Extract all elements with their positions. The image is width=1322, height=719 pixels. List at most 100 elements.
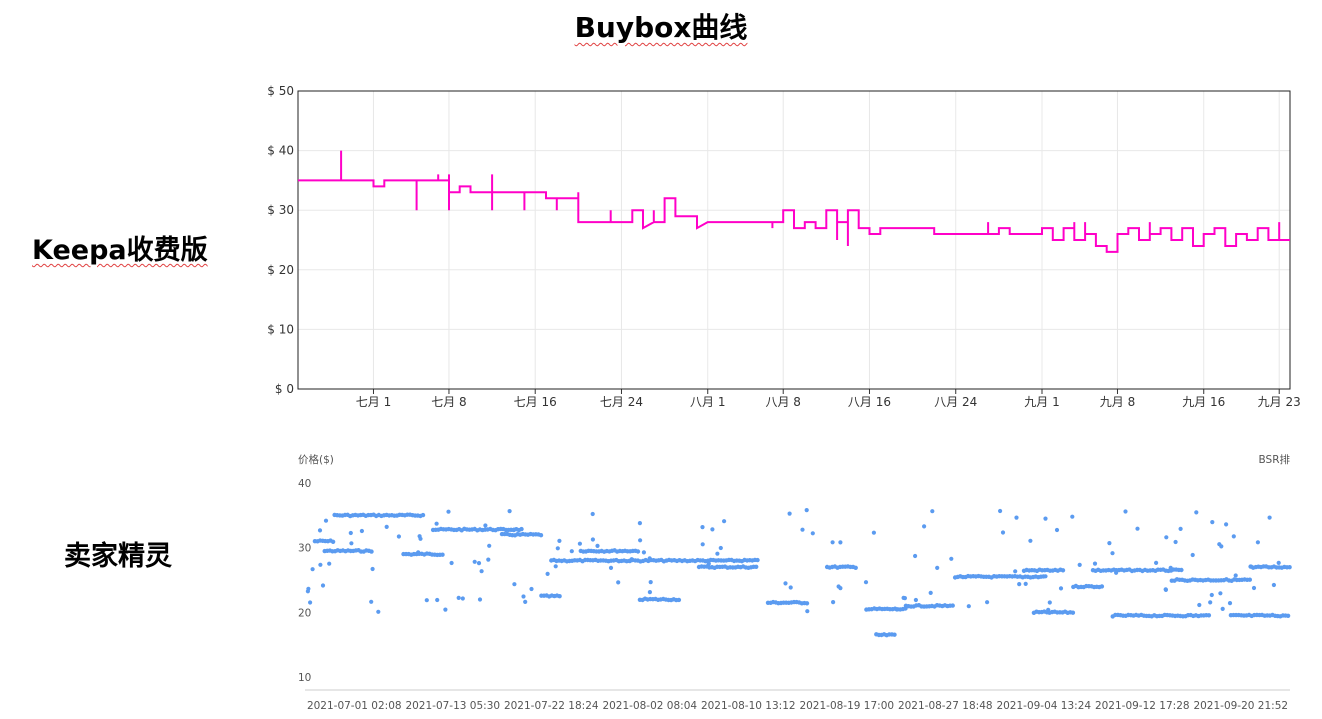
seller-price-point bbox=[512, 582, 517, 587]
seller-price-point bbox=[1168, 565, 1173, 571]
seller-price-point bbox=[838, 540, 843, 545]
seller-price-point bbox=[569, 549, 574, 554]
keepa-y-tick-label: $ 30 bbox=[267, 203, 294, 217]
keepa-y-tick-label: $ 40 bbox=[267, 144, 294, 158]
seller-price-point bbox=[1110, 551, 1115, 556]
seller-price-point bbox=[1046, 607, 1051, 612]
seller-points-group bbox=[305, 508, 1292, 638]
keepa-x-tick-label: 九月 23 bbox=[1258, 395, 1301, 409]
seller-price-point bbox=[804, 601, 810, 606]
seller-price-point bbox=[853, 565, 858, 570]
seller-price-point bbox=[1285, 613, 1291, 618]
seller-price-point bbox=[1070, 514, 1075, 519]
seller-price-point bbox=[1208, 600, 1213, 605]
seller-price-point bbox=[1233, 573, 1238, 578]
seller-price-point bbox=[384, 524, 389, 530]
seller-price-point bbox=[483, 523, 488, 528]
sellersprite-chart-label: 卖家精灵 bbox=[64, 541, 172, 572]
seller-price-point bbox=[894, 607, 899, 612]
keepa-chart-label: Keepa收费版 bbox=[32, 235, 208, 266]
seller-price-point bbox=[435, 597, 440, 603]
keepa-y-tick-label: $ 10 bbox=[267, 322, 294, 336]
keepa-x-tick-label: 七月 16 bbox=[514, 395, 557, 409]
seller-price-point bbox=[1210, 520, 1215, 525]
seller-price-point bbox=[1070, 610, 1076, 615]
seller-price-point bbox=[710, 527, 715, 532]
seller-price-point bbox=[800, 527, 805, 532]
seller-price-point bbox=[647, 590, 653, 595]
seller-price-point bbox=[443, 607, 448, 612]
seller-price-point bbox=[538, 533, 544, 538]
seller-price-point bbox=[913, 597, 919, 603]
seller-price-point bbox=[327, 561, 332, 566]
seller-price-point bbox=[754, 564, 759, 569]
seller-price-point bbox=[1173, 539, 1178, 545]
seller-price-point bbox=[521, 594, 526, 599]
seller-price-point bbox=[348, 530, 353, 536]
keepa-buybox-line bbox=[298, 150, 1290, 253]
seller-y-tick-label: 40 bbox=[298, 478, 311, 490]
seller-price-point bbox=[805, 609, 810, 614]
seller-price-point bbox=[529, 586, 534, 592]
seller-price-point bbox=[1099, 584, 1105, 589]
keepa-x-tick-label: 九月 8 bbox=[1100, 395, 1135, 409]
seller-price-point bbox=[836, 584, 841, 589]
seller-price-point bbox=[1077, 562, 1082, 568]
seller-price-point bbox=[928, 590, 933, 596]
seller-price-point bbox=[755, 557, 760, 563]
keepa-y-tick-label: $ 20 bbox=[267, 263, 294, 277]
seller-x-tick-label: 2021-07-13 05:30 bbox=[405, 700, 500, 712]
seller-x-tick-label: 2021-08-02 08:04 bbox=[602, 700, 697, 712]
seller-price-point bbox=[985, 600, 990, 605]
seller-price-point bbox=[998, 508, 1003, 514]
seller-price-point bbox=[545, 571, 550, 577]
seller-y-tick-label: 20 bbox=[298, 607, 311, 619]
seller-price-point bbox=[487, 543, 492, 548]
seller-price-point bbox=[323, 518, 329, 523]
seller-price-point bbox=[706, 561, 711, 566]
seller-price-point bbox=[1135, 526, 1140, 531]
seller-price-point bbox=[595, 543, 600, 549]
keepa-x-tick-label: 八月 16 bbox=[848, 395, 891, 409]
seller-price-point bbox=[966, 604, 971, 609]
seller-price-point bbox=[1047, 600, 1052, 605]
seller-price-point bbox=[519, 526, 524, 532]
seller-price-point bbox=[1178, 526, 1183, 532]
seller-y-tick-label: 10 bbox=[298, 672, 311, 684]
seller-price-point bbox=[871, 530, 877, 535]
seller-price-point bbox=[590, 511, 595, 517]
seller-price-point bbox=[638, 538, 643, 543]
keepa-x-tick-label: 七月 8 bbox=[431, 395, 466, 409]
seller-price-point bbox=[1287, 565, 1292, 570]
seller-price-point bbox=[479, 569, 484, 574]
seller-price-point bbox=[913, 553, 918, 559]
seller-price-point bbox=[555, 546, 560, 551]
seller-price-point bbox=[715, 551, 720, 556]
seller-price-point bbox=[511, 527, 517, 532]
seller-price-point bbox=[1224, 522, 1229, 527]
keepa-y-tick-label: $ 0 bbox=[275, 382, 294, 396]
seller-price-point bbox=[420, 512, 426, 518]
seller-price-point bbox=[788, 585, 793, 590]
seller-price-point bbox=[1023, 581, 1028, 587]
seller-y-axis-label: 价格($) bbox=[298, 453, 334, 466]
keepa-x-tick-label: 九月 16 bbox=[1182, 395, 1225, 409]
seller-price-point bbox=[1249, 564, 1254, 569]
seller-price-point bbox=[1017, 582, 1022, 587]
seller-price-point bbox=[1220, 606, 1225, 612]
seller-price-point bbox=[1058, 586, 1064, 591]
seller-price-point bbox=[477, 597, 483, 602]
keepa-x-tick-label: 八月 24 bbox=[934, 395, 977, 409]
seller-price-point bbox=[1209, 592, 1214, 598]
seller-x-tick-label: 2021-08-27 18:48 bbox=[898, 700, 993, 712]
seller-price-point bbox=[416, 550, 421, 555]
seller-price-point bbox=[810, 531, 815, 536]
seller-price-point bbox=[376, 609, 381, 614]
seller-price-point bbox=[1271, 582, 1276, 588]
seller-price-point bbox=[831, 600, 836, 605]
seller-price-point bbox=[787, 511, 792, 516]
seller-price-point bbox=[700, 542, 705, 547]
seller-price-point bbox=[1218, 591, 1223, 596]
seller-price-point bbox=[476, 561, 482, 566]
seller-price-point bbox=[1231, 534, 1236, 539]
